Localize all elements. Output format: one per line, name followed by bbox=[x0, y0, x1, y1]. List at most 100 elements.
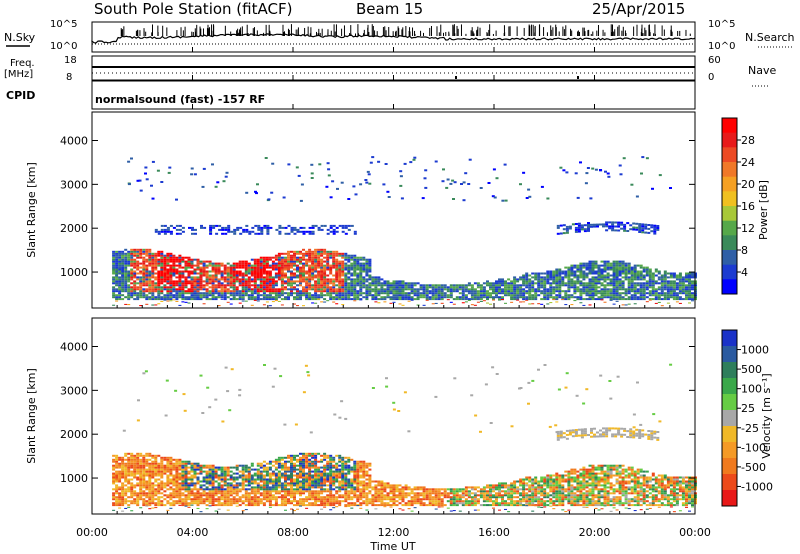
velocity-cell bbox=[290, 458, 293, 461]
power-cell bbox=[323, 248, 327, 251]
power-cell bbox=[314, 262, 318, 265]
power-cell bbox=[656, 228, 660, 231]
power-cell bbox=[320, 258, 324, 261]
velocity-cell bbox=[136, 456, 140, 459]
power-cell bbox=[588, 266, 592, 269]
power-cell bbox=[353, 232, 357, 235]
power-cell bbox=[259, 282, 263, 285]
power-cell bbox=[537, 286, 541, 289]
power-cell bbox=[691, 284, 694, 287]
power-cell bbox=[627, 272, 631, 275]
power-cell bbox=[525, 278, 529, 281]
power-cell bbox=[232, 292, 236, 295]
power-cell bbox=[642, 286, 646, 289]
power-cell bbox=[130, 262, 134, 265]
velocity-cell bbox=[262, 494, 266, 497]
power-cell bbox=[338, 280, 342, 283]
power-cell bbox=[633, 298, 637, 301]
velocity-cell bbox=[211, 480, 215, 483]
power-cell bbox=[651, 276, 655, 279]
velocity-cell bbox=[148, 466, 152, 469]
power-cell bbox=[660, 278, 664, 281]
power-cell bbox=[287, 260, 290, 263]
power-cell bbox=[338, 292, 342, 295]
power-cell bbox=[537, 294, 541, 297]
power-cell bbox=[359, 292, 363, 295]
power-cell bbox=[672, 284, 676, 287]
power-cell bbox=[205, 260, 209, 263]
power-cell bbox=[121, 268, 125, 271]
power-cell bbox=[184, 264, 188, 267]
power-cell bbox=[467, 298, 471, 301]
power-cell bbox=[582, 274, 586, 277]
velocity-cell bbox=[133, 458, 137, 461]
velocity-cell bbox=[247, 470, 251, 473]
power-cell bbox=[504, 199, 508, 202]
power-cell bbox=[558, 270, 562, 273]
power-cell bbox=[196, 284, 200, 287]
velocity-cell bbox=[220, 468, 224, 471]
velocity-cell bbox=[274, 492, 278, 495]
velocity-cell bbox=[223, 504, 227, 507]
power-cell bbox=[365, 296, 369, 299]
velocity-cell bbox=[127, 456, 131, 459]
power-cell bbox=[326, 162, 330, 165]
power-cell bbox=[675, 274, 679, 277]
velocity-cell bbox=[290, 500, 293, 503]
power-cell bbox=[440, 284, 444, 287]
power-cell bbox=[356, 282, 360, 285]
velocity-cell bbox=[238, 500, 242, 503]
power-cell bbox=[341, 284, 345, 287]
power-cell bbox=[380, 296, 384, 299]
power-cell bbox=[498, 296, 501, 299]
power-cell bbox=[519, 276, 523, 279]
power-cell bbox=[290, 278, 293, 281]
velocity-cell bbox=[187, 482, 191, 485]
power-cell bbox=[169, 294, 173, 297]
power-cell bbox=[425, 294, 429, 297]
power-cell bbox=[169, 270, 173, 273]
power-cell bbox=[419, 286, 423, 289]
power-cell bbox=[245, 228, 249, 231]
power-cell bbox=[347, 278, 351, 281]
velocity-cell bbox=[211, 500, 215, 503]
power-cell bbox=[362, 282, 366, 285]
power-cell bbox=[574, 172, 578, 175]
power-cell bbox=[498, 280, 501, 283]
velocity-cell bbox=[139, 458, 143, 461]
power-cell bbox=[311, 262, 315, 265]
power-cell bbox=[389, 290, 393, 293]
velocity-cell bbox=[139, 464, 143, 467]
power-cell bbox=[552, 282, 556, 285]
power-cell bbox=[663, 284, 667, 287]
power-cell bbox=[648, 284, 652, 287]
velocity-cell bbox=[299, 484, 302, 487]
velocity-cell bbox=[121, 488, 125, 491]
power-cell bbox=[573, 292, 577, 295]
power-cell bbox=[600, 272, 604, 275]
power-cell bbox=[169, 280, 173, 283]
power-cell bbox=[552, 296, 556, 299]
power-cell bbox=[455, 286, 459, 289]
velocity-cell bbox=[142, 478, 146, 481]
velocity-cell bbox=[271, 504, 275, 507]
power-cell bbox=[190, 262, 194, 265]
power-cell bbox=[359, 262, 363, 265]
power-cell bbox=[398, 294, 402, 297]
velocity-cell bbox=[184, 464, 188, 467]
velocity-cell bbox=[268, 474, 272, 477]
power-cell bbox=[612, 274, 616, 277]
power-cell bbox=[262, 286, 266, 289]
velocity-cell bbox=[287, 454, 290, 457]
velocity-cell bbox=[305, 504, 309, 507]
power-cell bbox=[274, 292, 278, 295]
velocity-cell bbox=[290, 480, 293, 483]
power-cell bbox=[130, 278, 134, 281]
power-cell bbox=[251, 226, 255, 229]
power-cell bbox=[409, 161, 413, 164]
velocity-cell bbox=[124, 492, 128, 495]
power-cell bbox=[627, 282, 631, 285]
velocity-cell bbox=[148, 494, 152, 497]
power-cell bbox=[317, 262, 321, 265]
power-cell bbox=[585, 172, 589, 175]
